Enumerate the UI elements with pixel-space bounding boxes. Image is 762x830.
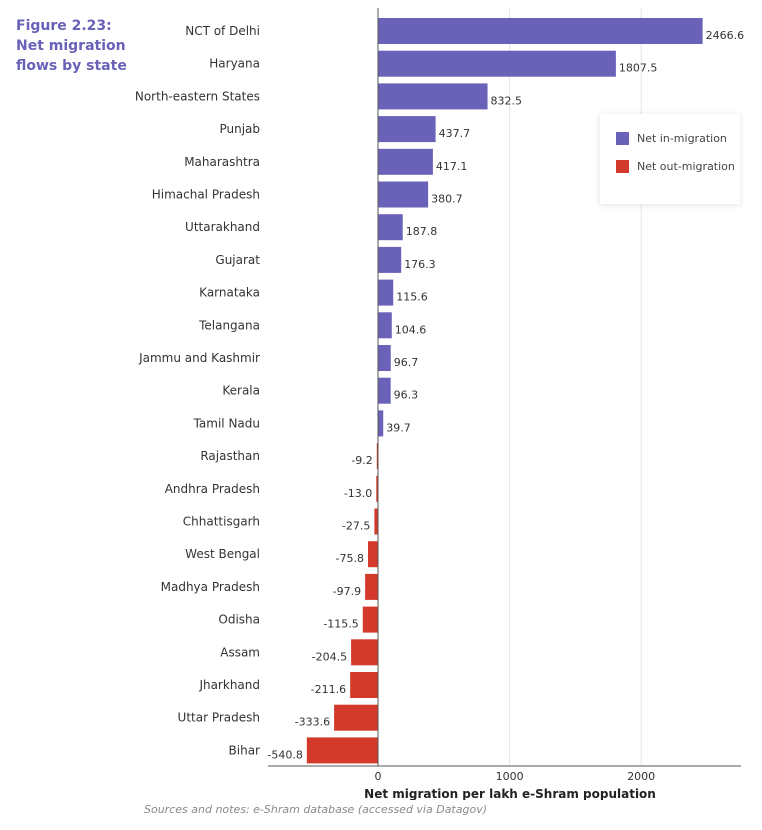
category-label-19: Assam xyxy=(220,645,260,659)
value-label-22: -540.8 xyxy=(267,748,302,761)
bar-18 xyxy=(362,606,378,633)
category-label-0: NCT of Delhi xyxy=(185,24,260,38)
value-label-14: -13.0 xyxy=(344,487,372,500)
value-label-0: 2466.6 xyxy=(706,29,745,42)
legend-item-out-migration: Net out-migration xyxy=(616,160,735,173)
bar-8 xyxy=(378,279,394,306)
legend-swatch-in xyxy=(616,132,629,145)
category-label-8: Karnataka xyxy=(199,286,260,300)
x-tick-label-0: 0 xyxy=(375,770,382,783)
category-label-18: Odisha xyxy=(218,613,260,627)
category-label-15: Chhattisgarh xyxy=(183,515,260,529)
category-label-14: Andhra Pradesh xyxy=(165,482,260,496)
bar-10 xyxy=(378,345,391,371)
category-label-9: Telangana xyxy=(198,318,260,332)
legend: Net in-migration Net out-migration xyxy=(600,114,740,204)
bar-1 xyxy=(378,50,616,77)
bar-20 xyxy=(350,672,378,698)
bar-2 xyxy=(378,83,488,110)
bar-14 xyxy=(376,475,378,502)
category-label-2: North-eastern States xyxy=(135,89,260,103)
x-tick-label-2: 2000 xyxy=(627,770,655,783)
value-label-18: -115.5 xyxy=(323,618,358,631)
value-label-15: -27.5 xyxy=(342,520,370,533)
value-label-4: 417.1 xyxy=(436,160,468,173)
category-label-3: Punjab xyxy=(219,122,260,136)
figure-title-line-2: Net migration xyxy=(16,38,126,54)
value-label-11: 96.3 xyxy=(394,389,419,402)
value-label-16: -75.8 xyxy=(336,552,364,565)
category-label-11: Kerala xyxy=(222,384,260,398)
value-label-9: 104.6 xyxy=(395,323,427,336)
value-label-8: 115.6 xyxy=(396,291,428,304)
value-label-3: 437.7 xyxy=(439,127,471,140)
value-label-7: 176.3 xyxy=(404,258,436,271)
value-label-12: 39.7 xyxy=(386,421,411,434)
label-layer: NCT of Delhi 2466.6 Haryana 1807.5 North-eas… xyxy=(135,24,744,761)
source-note: Sources and notes: e-Shram database (acc… xyxy=(144,803,488,816)
bar-4 xyxy=(378,148,433,175)
value-label-20: -211.6 xyxy=(311,683,346,696)
value-label-10: 96.7 xyxy=(394,356,419,369)
bar-chart: NCT of Delhi 2466.6 Haryana 1807.5 North-eas… xyxy=(135,8,744,800)
category-label-10: Jammu and Kashmir xyxy=(138,351,260,365)
value-label-1: 1807.5 xyxy=(619,62,658,75)
bar-5 xyxy=(378,181,429,208)
bar-6 xyxy=(378,214,403,241)
bar-12 xyxy=(378,410,384,437)
figure-title-line-1: Figure 2.23: xyxy=(16,18,112,34)
category-label-7: Gujarat xyxy=(215,253,260,267)
bar-19 xyxy=(351,639,378,666)
legend-item-in-migration: Net in-migration xyxy=(616,132,727,145)
category-label-1: Haryana xyxy=(209,57,260,71)
value-label-5: 380.7 xyxy=(431,193,463,206)
bar-layer xyxy=(306,18,703,764)
legend-label-in: Net in-migration xyxy=(637,132,727,145)
bar-13 xyxy=(376,443,378,470)
category-label-20: Jharkhand xyxy=(198,678,260,692)
value-label-17: -97.9 xyxy=(333,585,361,598)
bar-11 xyxy=(378,377,391,404)
bar-17 xyxy=(365,573,378,600)
value-label-2: 832.5 xyxy=(491,94,523,107)
figure-title-line-3: flows by state xyxy=(16,58,127,74)
category-label-16: West Bengal xyxy=(185,547,260,561)
value-label-19: -204.5 xyxy=(312,650,347,663)
category-label-22: Bihar xyxy=(229,743,261,757)
bar-21 xyxy=(334,704,378,731)
axis-layer: 0 1000 2000 Net migration per lakh e-Shram … xyxy=(268,8,741,800)
bar-3 xyxy=(378,116,436,143)
legend-swatch-out xyxy=(616,160,629,173)
value-label-13: -9.2 xyxy=(351,454,372,467)
category-label-6: Uttarakhand xyxy=(185,220,260,234)
category-label-5: Himachal Pradesh xyxy=(152,188,260,202)
category-label-4: Maharashtra xyxy=(184,155,260,169)
bar-7 xyxy=(378,246,402,273)
figure-title: Figure 2.23: Net migration flows by stat… xyxy=(16,16,136,76)
category-label-13: Rajasthan xyxy=(200,449,260,463)
category-label-17: Madhya Pradesh xyxy=(161,580,260,594)
x-axis-title: Net migration per lakh e-Shram populatio… xyxy=(364,787,656,800)
bar-22 xyxy=(306,737,378,764)
category-label-21: Uttar Pradesh xyxy=(178,711,260,725)
bar-16 xyxy=(368,541,378,568)
category-label-12: Tamil Nadu xyxy=(193,416,260,430)
value-label-21: -333.6 xyxy=(295,716,330,729)
bar-0 xyxy=(378,18,703,44)
bar-9 xyxy=(378,312,392,339)
legend-label-out: Net out-migration xyxy=(637,160,735,173)
x-tick-label-1: 1000 xyxy=(496,770,524,783)
value-label-6: 187.8 xyxy=(406,225,438,238)
bar-15 xyxy=(374,508,378,535)
